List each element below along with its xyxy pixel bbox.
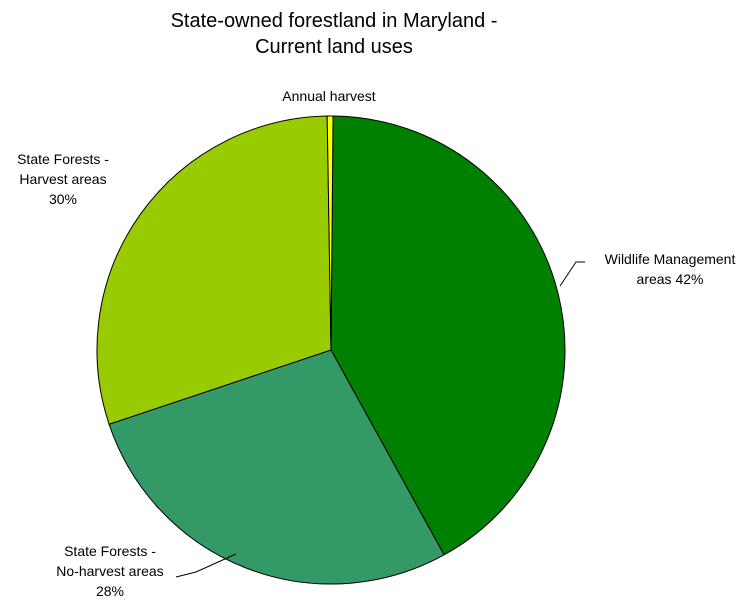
slice-label-1-line-1: Wildlife Management [605,251,736,267]
slice-label-2-line-1: State Forests - [64,543,156,559]
slice-label-1-line-2: areas 42% [637,271,704,287]
slice-label-2-line-3: 28% [96,583,124,599]
pie-slices [96,115,566,585]
chart-title-line-1: State-owned forestland in Maryland - [171,10,498,32]
pie-slice-1 [330,115,566,556]
pie-slice-4 [326,115,334,351]
pie-slice-2 [108,349,445,585]
pie-slice-3 [96,115,332,425]
slice-label-2-line-2: No-harvest areas [56,563,163,579]
slice-labels: Wildlife Management areas 42% State Forest… [17,88,735,599]
slice-label-3-line-1: State Forests - [17,151,109,167]
slice-label-3-line-3: 30% [49,191,77,207]
leader-lines [175,261,585,578]
chart-title-line-2: Current land uses [255,36,413,58]
leader-line-2 [175,553,237,578]
leader-line-1 [559,261,585,287]
slice-label-3-line-2: Harvest areas [19,171,106,187]
slice-label-4-line-1: Annual harvest [282,88,376,104]
